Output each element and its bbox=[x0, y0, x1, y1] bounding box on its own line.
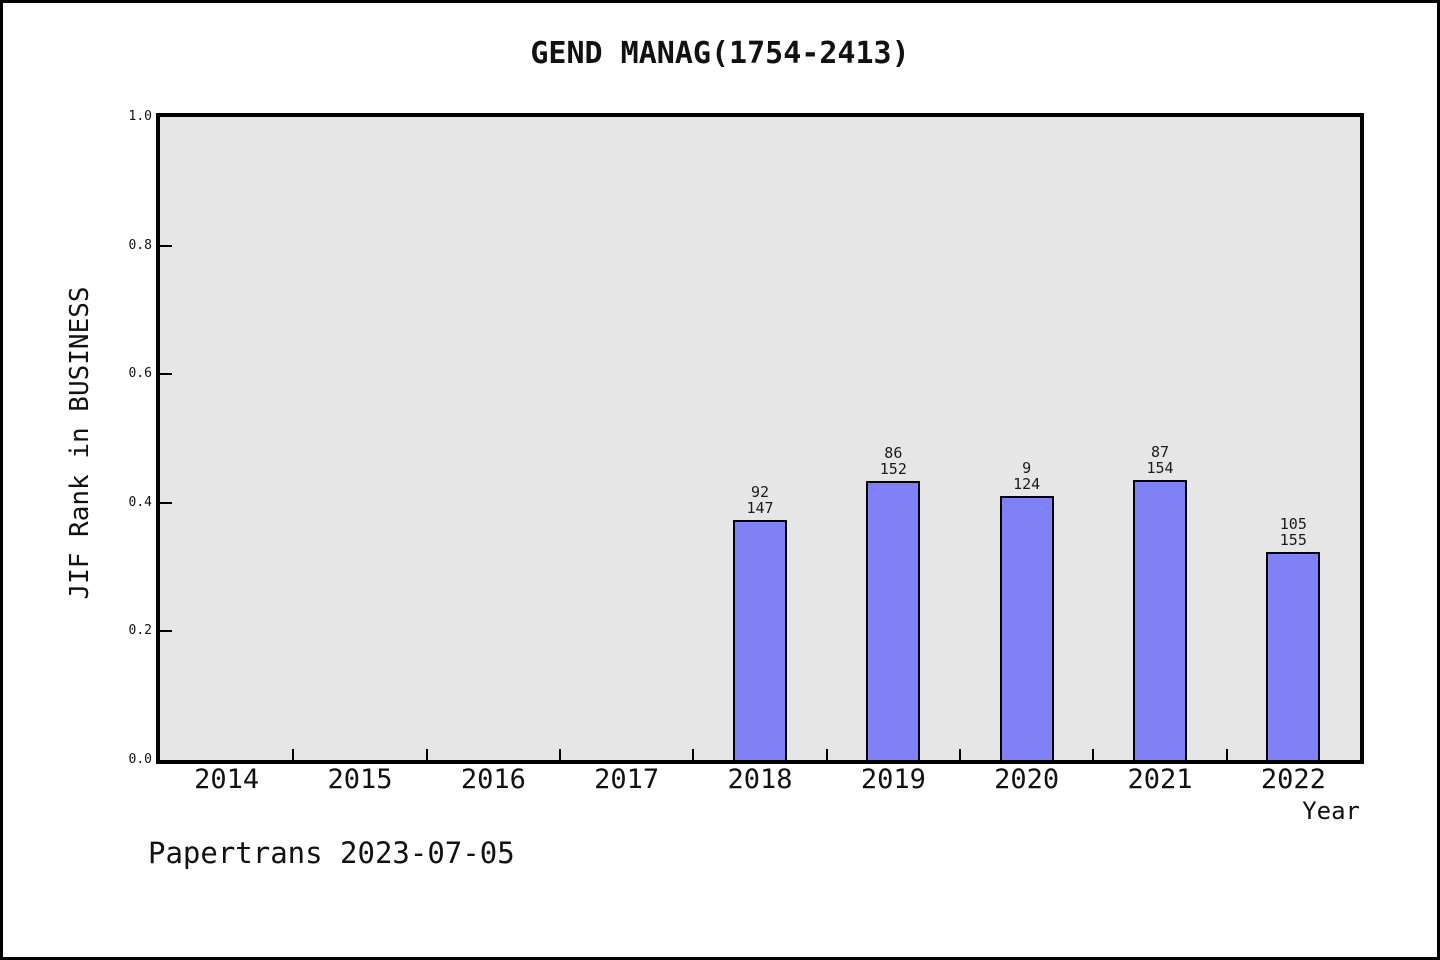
bar-total-value: 124 bbox=[1013, 475, 1041, 493]
y-axis-tick bbox=[160, 244, 172, 247]
y-tick-label-0.0: 0.0 bbox=[128, 752, 152, 767]
x-tick-label-2015: 2015 bbox=[327, 764, 393, 795]
bar-rank-value: 87 bbox=[1150, 443, 1170, 461]
bar-2019 bbox=[866, 481, 921, 760]
x-tick-label-2014: 2014 bbox=[194, 764, 260, 795]
bar-rank-value: 105 bbox=[1279, 515, 1307, 533]
x-axis-tick bbox=[425, 749, 428, 760]
x-tick-label-2020: 2020 bbox=[994, 764, 1060, 795]
bar-total-value: 152 bbox=[879, 460, 907, 478]
bar-value-label-2022: 105 155 bbox=[1233, 516, 1353, 548]
x-axis-tick bbox=[1225, 749, 1228, 760]
x-tick-label-2018: 2018 bbox=[727, 764, 793, 795]
y-tick-label-0.4: 0.4 bbox=[128, 494, 152, 510]
x-tick-label-2016: 2016 bbox=[460, 764, 526, 795]
y-tick-label-0.2: 0.2 bbox=[128, 623, 152, 639]
bar-total-value: 154 bbox=[1146, 459, 1174, 477]
y-axis-tick bbox=[160, 501, 172, 504]
bar-value-label-2021: 87 154 bbox=[1100, 444, 1220, 476]
bar-2021 bbox=[1133, 480, 1187, 760]
bar-rank-value: 86 bbox=[884, 444, 903, 462]
bar-2018 bbox=[733, 520, 787, 760]
x-axis-tick bbox=[1092, 749, 1095, 760]
y-axis-tick bbox=[160, 373, 172, 376]
y-axis-tick bbox=[160, 630, 172, 633]
bar-total-value: 155 bbox=[1279, 531, 1307, 549]
x-tick-label-2017: 2017 bbox=[594, 764, 660, 795]
bar-total-value: 147 bbox=[746, 499, 774, 517]
y-tick-label-0.8: 0.8 bbox=[128, 237, 152, 253]
bar-2022 bbox=[1266, 552, 1321, 760]
bar-value-label-2020: 9 124 bbox=[967, 460, 1087, 492]
x-axis-tick bbox=[292, 749, 295, 760]
y-tick-label-1.0: 1.0 bbox=[128, 109, 152, 124]
y-axis-title: JIF Rank in BUSINESS bbox=[65, 286, 95, 600]
chart-title: GEND MANAG(1754-2413) bbox=[530, 36, 910, 71]
x-axis-tick bbox=[692, 749, 695, 760]
bar-2020 bbox=[999, 496, 1054, 760]
bar-rank-value: 9 bbox=[1022, 459, 1032, 477]
x-axis-tick bbox=[959, 749, 961, 760]
x-tick-label-2021: 2021 bbox=[1127, 764, 1193, 795]
bar-value-label-2019: 86 152 bbox=[833, 445, 953, 477]
x-axis-tick bbox=[825, 749, 828, 760]
bar-value-label-2018: 92 147 bbox=[700, 484, 820, 516]
bar-rank-value: 92 bbox=[750, 483, 770, 501]
x-axis-tick bbox=[559, 749, 561, 760]
y-tick-label-0.6: 0.6 bbox=[128, 366, 152, 382]
footer-note: Papertrans 2023-07-05 bbox=[148, 836, 515, 870]
x-axis-title: Year bbox=[1302, 797, 1360, 825]
x-tick-label-2022: 2022 bbox=[1260, 764, 1326, 795]
x-tick-label-2019: 2019 bbox=[860, 764, 926, 795]
plot-area: 92 147 86 152 9 124 87 154 105 155 bbox=[160, 117, 1360, 760]
